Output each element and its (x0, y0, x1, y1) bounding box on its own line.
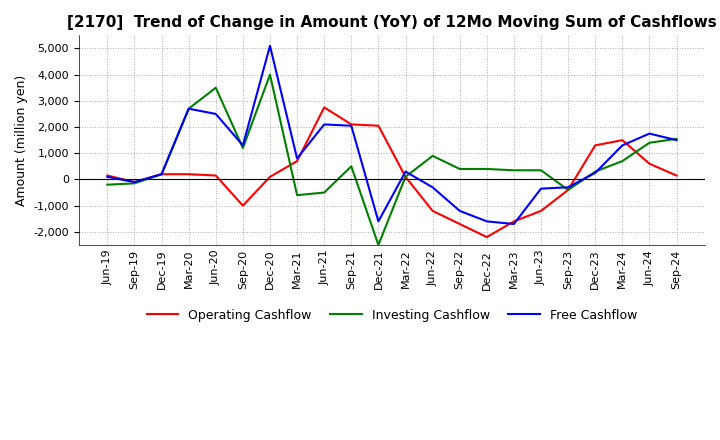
Investing Cashflow (672, 136, 681, 142)
Operating Cashflow (645, 161, 654, 166)
Free Cashflow (510, 221, 518, 227)
Investing Cashflow (374, 242, 383, 248)
Operating Cashflow (374, 123, 383, 128)
Free Cashflow (347, 123, 356, 128)
Operating Cashflow (618, 138, 626, 143)
Free Cashflow (618, 143, 626, 148)
Free Cashflow (374, 219, 383, 224)
Investing Cashflow (536, 168, 545, 173)
Operating Cashflow (157, 172, 166, 177)
Free Cashflow (212, 111, 220, 117)
Operating Cashflow (320, 105, 328, 110)
Free Cashflow (645, 131, 654, 136)
Investing Cashflow (482, 166, 491, 172)
Operating Cashflow (130, 180, 139, 185)
Title: [2170]  Trend of Change in Amount (YoY) of 12Mo Moving Sum of Cashflows: [2170] Trend of Change in Amount (YoY) o… (67, 15, 717, 30)
Free Cashflow (536, 186, 545, 191)
Operating Cashflow (212, 173, 220, 178)
Investing Cashflow (401, 174, 410, 180)
Operating Cashflow (103, 173, 112, 178)
Operating Cashflow (564, 187, 572, 193)
Investing Cashflow (293, 193, 302, 198)
Operating Cashflow (401, 174, 410, 180)
Free Cashflow (103, 174, 112, 180)
Operating Cashflow (347, 122, 356, 127)
Operating Cashflow (184, 172, 193, 177)
Investing Cashflow (238, 145, 247, 150)
Investing Cashflow (157, 172, 166, 177)
Operating Cashflow (455, 221, 464, 227)
Operating Cashflow (510, 219, 518, 224)
Legend: Operating Cashflow, Investing Cashflow, Free Cashflow: Operating Cashflow, Investing Cashflow, … (142, 304, 642, 327)
Operating Cashflow (293, 158, 302, 164)
Investing Cashflow (212, 85, 220, 90)
Free Cashflow (564, 185, 572, 190)
Investing Cashflow (618, 158, 626, 164)
Investing Cashflow (645, 140, 654, 145)
Investing Cashflow (428, 153, 437, 158)
Operating Cashflow (536, 208, 545, 213)
Free Cashflow (455, 208, 464, 213)
Free Cashflow (157, 172, 166, 177)
Free Cashflow (482, 219, 491, 224)
Investing Cashflow (320, 190, 328, 195)
Investing Cashflow (184, 106, 193, 111)
Operating Cashflow (482, 235, 491, 240)
Operating Cashflow (238, 203, 247, 208)
Free Cashflow (266, 43, 274, 48)
Line: Investing Cashflow: Investing Cashflow (107, 75, 677, 245)
Investing Cashflow (130, 181, 139, 186)
Operating Cashflow (266, 174, 274, 180)
Free Cashflow (401, 169, 410, 174)
Operating Cashflow (428, 208, 437, 213)
Operating Cashflow (591, 143, 600, 148)
Investing Cashflow (266, 72, 274, 77)
Investing Cashflow (347, 164, 356, 169)
Operating Cashflow (672, 173, 681, 178)
Line: Operating Cashflow: Operating Cashflow (107, 107, 677, 237)
Investing Cashflow (455, 166, 464, 172)
Free Cashflow (184, 106, 193, 111)
Y-axis label: Amount (million yen): Amount (million yen) (15, 74, 28, 206)
Free Cashflow (130, 180, 139, 185)
Free Cashflow (293, 156, 302, 161)
Free Cashflow (672, 138, 681, 143)
Free Cashflow (591, 170, 600, 176)
Free Cashflow (238, 143, 247, 148)
Investing Cashflow (103, 182, 112, 187)
Investing Cashflow (510, 168, 518, 173)
Line: Free Cashflow: Free Cashflow (107, 46, 677, 224)
Investing Cashflow (564, 187, 572, 193)
Free Cashflow (320, 122, 328, 127)
Free Cashflow (428, 185, 437, 190)
Investing Cashflow (591, 169, 600, 174)
